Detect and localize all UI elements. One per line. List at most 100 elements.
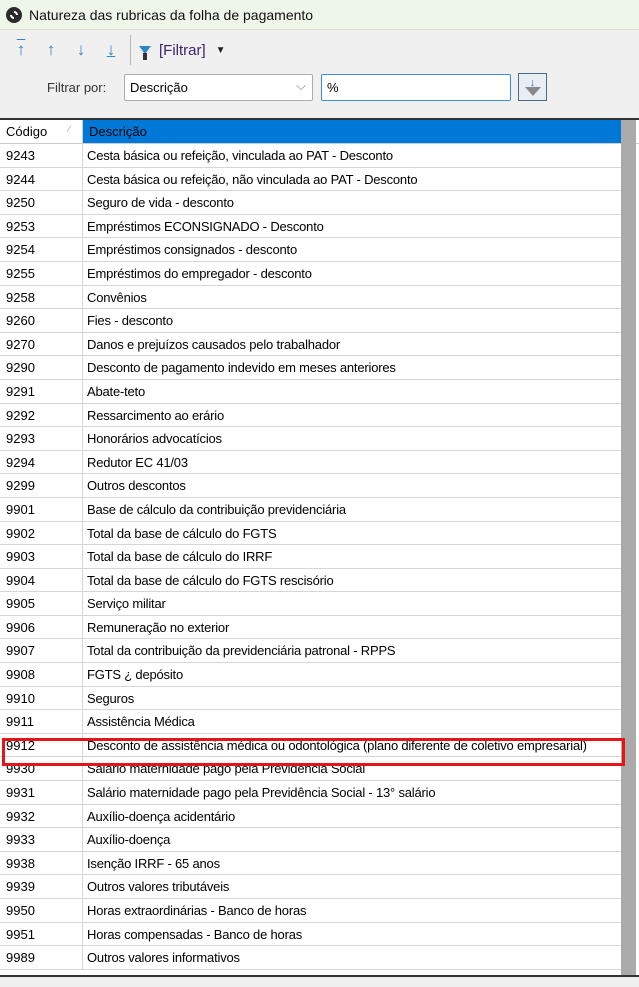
cell-codigo: 9938 bbox=[0, 851, 83, 875]
table-row[interactable]: 9912 Desconto de assistência médica ou od… bbox=[0, 733, 621, 758]
apply-filter-button[interactable]: ↓ bbox=[518, 73, 547, 101]
cell-descricao: Cesta básica ou refeição, vinculada ao P… bbox=[87, 148, 393, 163]
column-header-codigo[interactable]: Código ⁄ bbox=[0, 120, 83, 143]
table-row[interactable]: 9291 Abate-teto bbox=[0, 379, 621, 404]
table-row[interactable]: 9911 Assistência Médica bbox=[0, 710, 621, 734]
previous-record-icon[interactable]: ↑ bbox=[46, 40, 56, 59]
table-row[interactable]: 9250 Seguro de vida - desconto bbox=[0, 191, 621, 215]
column-header-label: Descrição bbox=[89, 124, 147, 139]
arrow-down-icon: ↓ bbox=[529, 76, 536, 89]
table-row[interactable]: 9292 Ressarcimento ao erário bbox=[0, 403, 621, 428]
cell-descricao: Empréstimos do empregador - desconto bbox=[87, 265, 312, 281]
cell-descricao: Abate-teto bbox=[87, 383, 145, 399]
table-row[interactable]: 9907 Total da contribuição da previdenciá… bbox=[0, 639, 621, 664]
cell-codigo: 9902 bbox=[0, 521, 83, 545]
cell-descricao: Redutor EC 41/03 bbox=[87, 454, 188, 470]
filter-field-select[interactable]: Descrição ⌵ bbox=[124, 74, 313, 101]
table-row[interactable]: 9903 Total da base de cálculo do IRRF bbox=[0, 545, 621, 569]
cell-codigo: 9989 bbox=[0, 946, 83, 969]
table-row[interactable]: 9258 Convênios bbox=[0, 285, 621, 310]
cell-descricao: Remuneração no exterior bbox=[87, 619, 230, 635]
cell-descricao: Salário maternidade pago pela Previdênci… bbox=[87, 785, 436, 801]
table-row[interactable]: 9255 Empréstimos do empregador - desconto bbox=[0, 261, 621, 286]
table-row[interactable]: 9299 Outros descontos bbox=[0, 474, 621, 498]
funnel-icon bbox=[524, 86, 541, 96]
cell-descricao: Empréstimos consignados - desconto bbox=[87, 242, 297, 258]
filter-dropdown-button[interactable]: [Filtrar] ▼ bbox=[139, 42, 226, 60]
cell-descricao: Desconto de assistência médica ou odonto… bbox=[87, 737, 587, 753]
cell-descricao: Total da base de cálculo do FGTS bbox=[87, 525, 277, 541]
cell-codigo: 9950 bbox=[0, 899, 83, 922]
cell-codigo: 9291 bbox=[0, 379, 83, 403]
cell-descricao: Isenção IRRF - 65 anos bbox=[87, 855, 220, 871]
table-row[interactable]: 9905 Serviço militar bbox=[0, 592, 621, 616]
cell-codigo: 9951 bbox=[0, 922, 83, 946]
cell-codigo: 9253 bbox=[0, 214, 83, 238]
filter-by-label: Filtrar por: bbox=[47, 80, 107, 95]
cell-descricao: Seguros bbox=[87, 690, 135, 706]
next-record-icon[interactable]: ↓ bbox=[76, 40, 86, 59]
cell-codigo: 9907 bbox=[0, 639, 83, 663]
table-row[interactable]: 9902 Total da base de cálculo do FGTS bbox=[0, 521, 621, 546]
cell-codigo: 9290 bbox=[0, 356, 83, 379]
cell-codigo: 9910 bbox=[0, 686, 83, 710]
cell-codigo: 9243 bbox=[0, 144, 83, 167]
table-row[interactable]: 9243 Cesta básica ou refeição, vinculada … bbox=[0, 144, 621, 168]
last-record-icon[interactable]: ↓ bbox=[106, 40, 116, 59]
table-row[interactable]: 9293 Honorários advocatícios bbox=[0, 427, 621, 451]
cell-codigo: 9933 bbox=[0, 828, 83, 851]
cell-descricao: Assistência Médica bbox=[87, 714, 195, 730]
table-row[interactable]: 9951 Horas compensadas - Banco de horas bbox=[0, 922, 621, 947]
table-row[interactable]: 9253 Empréstimos ECONSIGNADO - Desconto bbox=[0, 214, 621, 239]
cell-descricao: Total da base de cálculo do FGTS rescisó… bbox=[87, 572, 334, 588]
cell-codigo: 9932 bbox=[0, 804, 83, 828]
app-icon bbox=[6, 6, 22, 23]
cell-codigo: 9294 bbox=[0, 450, 83, 474]
filter-field-value: Descrição bbox=[130, 80, 188, 95]
filter-value-input[interactable]: % bbox=[321, 74, 511, 101]
chevron-down-icon: ⌵ bbox=[296, 78, 306, 93]
table-row[interactable]: 9904 Total da base de cálculo do FGTS res… bbox=[0, 568, 621, 593]
cell-codigo: 9906 bbox=[0, 615, 83, 639]
title-bar: Natureza das rubricas da folha de pagame… bbox=[0, 0, 639, 30]
cell-codigo: 9901 bbox=[0, 497, 83, 521]
table-row[interactable]: 9989 Outros valores informativos bbox=[0, 946, 621, 970]
cell-descricao: Serviço militar bbox=[87, 596, 166, 612]
cell-descricao: Seguro de vida - desconto bbox=[87, 195, 234, 211]
table-row[interactable]: 9901 Base de cálculo da contribuição prev… bbox=[0, 497, 621, 522]
table-row[interactable]: 9908 FGTS ¿ depósito bbox=[0, 663, 621, 687]
table-row[interactable]: 9910 Seguros bbox=[0, 686, 621, 711]
table-row[interactable]: 9939 Outros valores tributáveis bbox=[0, 875, 621, 899]
table-row[interactable]: 9290 Desconto de pagamento indevido em me… bbox=[0, 356, 621, 380]
table-row[interactable]: 9294 Redutor EC 41/03 bbox=[0, 450, 621, 475]
cell-descricao: Convênios bbox=[87, 289, 147, 305]
first-record-icon[interactable]: ↑ bbox=[16, 40, 26, 59]
table-row[interactable]: 9270 Danos e prejuízos causados pelo trab… bbox=[0, 332, 621, 357]
cell-codigo: 9270 bbox=[0, 332, 83, 356]
cell-descricao: Cesta básica ou refeição, não vinculada … bbox=[87, 171, 418, 187]
table-row[interactable]: 9950 Horas extraordinárias - Banco de hor… bbox=[0, 899, 621, 923]
rubricas-grid: Código ⁄ Descrição 9243 Cesta básica ou re… bbox=[0, 118, 639, 977]
sort-indicator-icon: ⁄ bbox=[68, 124, 70, 134]
cell-descricao: Total da base de cálculo do IRRF bbox=[87, 549, 273, 565]
cell-descricao: Horas compensadas - Banco de horas bbox=[87, 926, 303, 942]
table-row[interactable]: 9254 Empréstimos consignados - desconto bbox=[0, 238, 621, 262]
cell-codigo: 9299 bbox=[0, 474, 83, 497]
table-row[interactable]: 9932 Auxílio-doença acidentário bbox=[0, 804, 621, 829]
table-row[interactable]: 9244 Cesta básica ou refeição, não vincul… bbox=[0, 167, 621, 192]
cell-codigo: 9930 bbox=[0, 757, 83, 781]
table-row[interactable]: 9933 Auxílio-doença bbox=[0, 828, 621, 852]
table-row[interactable]: 9931 Salário maternidade pago pela Previd… bbox=[0, 781, 621, 805]
grid-body: 9243 Cesta básica ou refeição, vinculada … bbox=[0, 144, 639, 970]
table-row[interactable]: 9906 Remuneração no exterior bbox=[0, 615, 621, 640]
vertical-scrollbar[interactable] bbox=[621, 120, 636, 975]
cell-codigo: 9939 bbox=[0, 875, 83, 898]
cell-codigo: 9244 bbox=[0, 167, 83, 191]
cell-codigo: 9905 bbox=[0, 592, 83, 615]
table-row[interactable]: 9938 Isenção IRRF - 65 anos bbox=[0, 851, 621, 876]
table-row[interactable]: 9260 Fies - desconto bbox=[0, 309, 621, 333]
cell-descricao: Outros valores tributáveis bbox=[87, 879, 230, 895]
column-header-descricao[interactable]: Descrição bbox=[83, 120, 621, 143]
cell-descricao: Desconto de pagamento indevido em meses … bbox=[87, 360, 396, 376]
table-row[interactable]: 9930 Salário maternidade pago pela Previd… bbox=[0, 757, 621, 782]
